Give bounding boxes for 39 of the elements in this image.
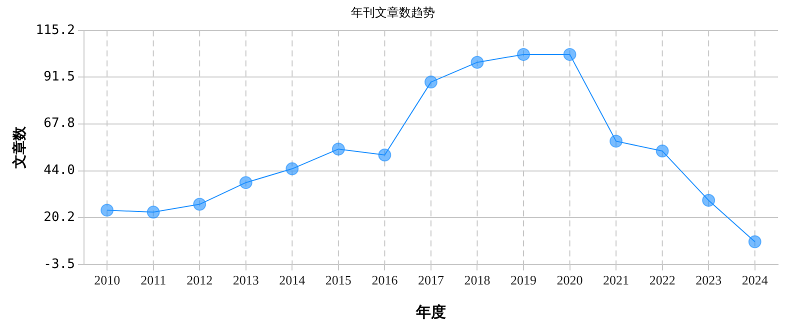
x-tick-label: 2018 (464, 272, 490, 288)
point (517, 48, 530, 61)
y-tick-label: 44.0 (44, 163, 75, 178)
point (424, 76, 438, 89)
x-tick-label: 2015 (325, 272, 352, 288)
x-tick-label: 2014 (279, 272, 306, 288)
y-axis-title: 文章数 (11, 125, 28, 170)
x-tick-label: 2024 (742, 272, 768, 288)
x-tick-label: 2011 (140, 272, 166, 288)
point (193, 198, 206, 211)
x-axis-title: 年度 (414, 302, 446, 321)
point (748, 235, 762, 248)
point (656, 144, 669, 158)
point (470, 56, 484, 69)
point (702, 194, 716, 207)
x-tick-label: 2021 (603, 272, 630, 288)
x-tick-label: 2010 (94, 272, 120, 288)
x-tick-label: 2023 (696, 272, 722, 288)
x-tick-label: 2022 (649, 272, 676, 288)
point (610, 134, 623, 148)
point (563, 48, 576, 61)
x-tick-label: 2020 (556, 272, 583, 288)
x-tick-label: 2012 (186, 272, 213, 288)
y-tick-label: 115.2 (36, 22, 75, 38)
y-tick-label: 91.5 (44, 69, 75, 84)
point (286, 162, 299, 176)
point (332, 142, 345, 156)
x-tick-label: 2016 (372, 272, 398, 288)
x-tick-label: 2019 (510, 272, 537, 288)
point (100, 204, 114, 217)
x-tick-label: 2013 (232, 272, 259, 288)
point (146, 206, 160, 219)
point (378, 148, 392, 162)
y-tick-label: -3.5 (44, 256, 75, 272)
chart-title: 年刊文章数趋势 (351, 5, 435, 20)
y-tick-label: 67.8 (44, 116, 75, 132)
point (239, 176, 252, 190)
x-tick-label: 2017 (418, 272, 444, 288)
y-tick-label: 20.2 (44, 210, 75, 226)
